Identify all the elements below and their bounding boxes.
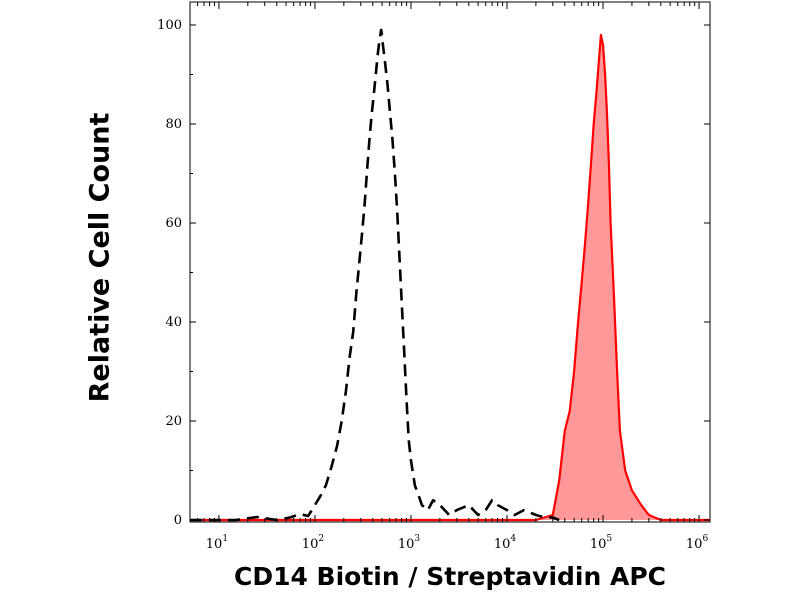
x-tick-label: 105 [590,534,613,552]
x-axis-label: CD14 Biotin / Streptavidin APC [233,562,667,591]
x-tick-label: 101 [206,534,228,552]
y-tick-label: 60 [165,216,182,231]
y-tick-label: 40 [165,315,182,330]
series-layer [190,28,710,522]
series-line-dashed [190,28,560,522]
x-tick-label: 103 [398,534,421,552]
y-tick-label: 20 [165,414,182,429]
y-tick-label: 0 [174,513,182,528]
y-axis-label-text: Relative Cell Count [84,112,116,402]
series-line-solid [190,33,710,522]
series-fill-area [190,34,710,521]
x-tick-label: 106 [686,534,709,552]
y-tick-label: 80 [165,117,182,132]
x-tick-label: 104 [494,534,517,552]
y-tick-label: 100 [157,18,182,33]
x-tick-label: 102 [302,534,324,552]
axes-layer: 0 20 40 60 80 100 101 102 103 104 105 106 [157,2,710,552]
plot-frame [189,1,711,523]
plot-area [189,1,711,523]
y-axis-label: Relative Cell Count [72,102,128,412]
